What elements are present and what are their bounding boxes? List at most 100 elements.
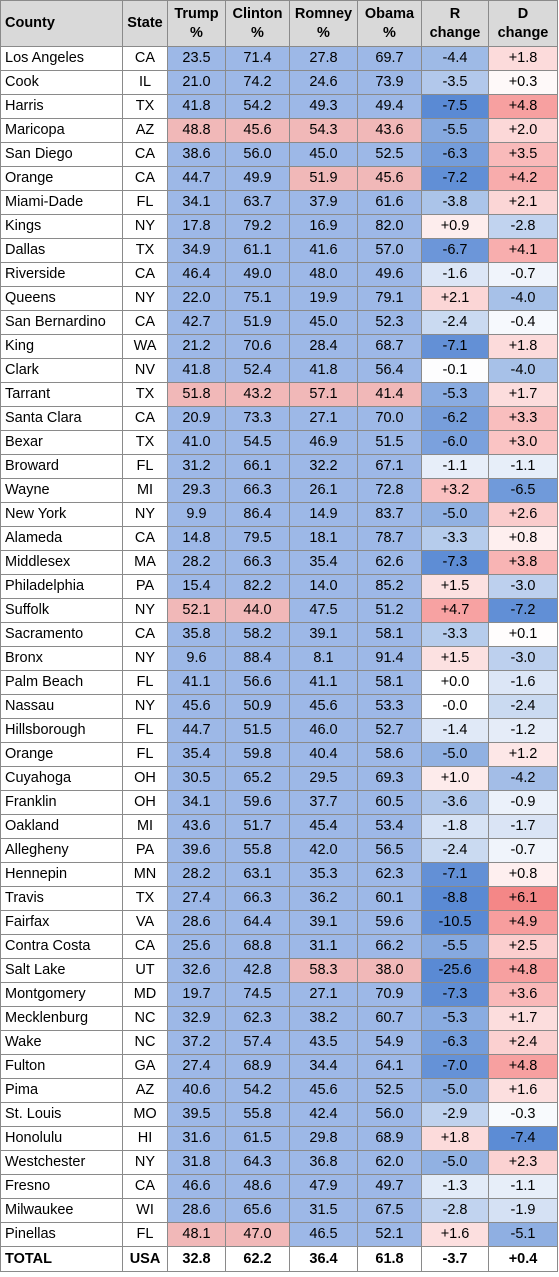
- table-row: Kings NY 17.8 79.2 16.9 82.0 +0.9 -2.8: [0, 214, 558, 239]
- cell-trump: 43.6: [167, 814, 226, 839]
- cell-d-change: -7.4: [488, 1126, 558, 1151]
- cell-state: NY: [122, 646, 168, 671]
- cell-state: CA: [122, 142, 168, 167]
- cell-county: New York: [0, 502, 123, 527]
- header-r-change-line1: R: [449, 5, 461, 22]
- cell-romney: 29.8: [289, 1126, 358, 1151]
- cell-county: Wayne: [0, 478, 123, 503]
- cell-county: TOTAL: [0, 1246, 123, 1272]
- cell-state: GA: [122, 1054, 168, 1079]
- cell-obama: 60.7: [357, 1006, 422, 1031]
- header-county: County: [0, 0, 123, 47]
- cell-state: CA: [122, 406, 168, 431]
- cell-r-change: -7.3: [421, 550, 489, 575]
- cell-r-change: -8.8: [421, 886, 489, 911]
- cell-state: FL: [122, 454, 168, 479]
- table-row: Suffolk NY 52.1 44.0 47.5 51.2 +4.7 -7.2: [0, 598, 558, 623]
- cell-obama: 49.4: [357, 94, 422, 119]
- cell-obama: 61.6: [357, 190, 422, 215]
- cell-d-change: +2.1: [488, 190, 558, 215]
- cell-state: HI: [122, 1126, 168, 1151]
- cell-clinton: 86.4: [225, 502, 290, 527]
- cell-r-change: -25.6: [421, 958, 489, 983]
- cell-d-change: +2.3: [488, 1150, 558, 1175]
- header-clinton-line2: %: [251, 24, 264, 41]
- cell-clinton: 61.1: [225, 238, 290, 263]
- cell-obama: 60.1: [357, 886, 422, 911]
- cell-romney: 47.5: [289, 598, 358, 623]
- cell-obama: 64.1: [357, 1054, 422, 1079]
- cell-romney: 41.8: [289, 358, 358, 383]
- cell-clinton: 59.6: [225, 790, 290, 815]
- cell-obama: 68.9: [357, 1126, 422, 1151]
- cell-d-change: -3.0: [488, 574, 558, 599]
- table-row: Maricopa AZ 48.8 45.6 54.3 43.6 -5.5 +2.0: [0, 118, 558, 143]
- cell-state: TX: [122, 430, 168, 455]
- cell-d-change: +3.5: [488, 142, 558, 167]
- cell-clinton: 70.6: [225, 334, 290, 359]
- cell-romney: 43.5: [289, 1030, 358, 1055]
- table-row: Clark NV 41.8 52.4 41.8 56.4 -0.1 -4.0: [0, 358, 558, 383]
- cell-clinton: 63.1: [225, 862, 290, 887]
- cell-clinton: 71.4: [225, 46, 290, 71]
- cell-trump: 27.4: [167, 886, 226, 911]
- cell-r-change: -3.8: [421, 190, 489, 215]
- cell-obama: 54.9: [357, 1030, 422, 1055]
- cell-romney: 45.6: [289, 1078, 358, 1103]
- cell-r-change: -7.0: [421, 1054, 489, 1079]
- cell-state: OH: [122, 790, 168, 815]
- cell-clinton: 68.8: [225, 934, 290, 959]
- cell-clinton: 54.5: [225, 430, 290, 455]
- cell-county: Kings: [0, 214, 123, 239]
- cell-county: Westchester: [0, 1150, 123, 1175]
- table-row: Dallas TX 34.9 61.1 41.6 57.0 -6.7 +4.1: [0, 238, 558, 263]
- cell-romney: 14.0: [289, 574, 358, 599]
- cell-state: TX: [122, 886, 168, 911]
- cell-trump: 28.6: [167, 910, 226, 935]
- cell-d-change: +1.6: [488, 1078, 558, 1103]
- cell-romney: 36.8: [289, 1150, 358, 1175]
- cell-clinton: 64.3: [225, 1150, 290, 1175]
- cell-state: FL: [122, 718, 168, 743]
- cell-state: CA: [122, 934, 168, 959]
- cell-state: NC: [122, 1006, 168, 1031]
- cell-obama: 56.0: [357, 1102, 422, 1127]
- cell-trump: 45.6: [167, 694, 226, 719]
- cell-obama: 58.1: [357, 622, 422, 647]
- cell-county: Bronx: [0, 646, 123, 671]
- cell-r-change: -5.0: [421, 1150, 489, 1175]
- cell-r-change: -3.3: [421, 622, 489, 647]
- cell-clinton: 75.1: [225, 286, 290, 311]
- cell-trump: 34.1: [167, 190, 226, 215]
- header-romney-line1: Romney: [294, 5, 353, 22]
- cell-trump: 15.4: [167, 574, 226, 599]
- cell-trump: 32.8: [167, 1246, 226, 1272]
- table-row: Santa Clara CA 20.9 73.3 27.1 70.0 -6.2 +3.3: [0, 406, 558, 431]
- table-row: Montgomery MD 19.7 74.5 27.1 70.9 -7.3 +3.6: [0, 982, 558, 1007]
- cell-county: Riverside: [0, 262, 123, 287]
- cell-romney: 27.1: [289, 982, 358, 1007]
- cell-state: NY: [122, 1150, 168, 1175]
- cell-r-change: +2.1: [421, 286, 489, 311]
- cell-state: FL: [122, 670, 168, 695]
- table-row: Middlesex MA 28.2 66.3 35.4 62.6 -7.3 +3.8: [0, 550, 558, 575]
- cell-r-change: -5.0: [421, 742, 489, 767]
- cell-state: NY: [122, 502, 168, 527]
- cell-county: Tarrant: [0, 382, 123, 407]
- cell-clinton: 58.2: [225, 622, 290, 647]
- cell-state: USA: [122, 1246, 168, 1272]
- cell-d-change: +4.9: [488, 910, 558, 935]
- cell-d-change: -0.7: [488, 838, 558, 863]
- cell-romney: 16.9: [289, 214, 358, 239]
- cell-romney: 24.6: [289, 70, 358, 95]
- cell-trump: 31.2: [167, 454, 226, 479]
- cell-d-change: -3.0: [488, 646, 558, 671]
- cell-d-change: -1.9: [488, 1198, 558, 1223]
- cell-county: Salt Lake: [0, 958, 123, 983]
- cell-r-change: -7.2: [421, 166, 489, 191]
- cell-d-change: +4.8: [488, 958, 558, 983]
- cell-county: Fairfax: [0, 910, 123, 935]
- cell-obama: 45.6: [357, 166, 422, 191]
- cell-r-change: -5.5: [421, 118, 489, 143]
- cell-r-change: +3.2: [421, 478, 489, 503]
